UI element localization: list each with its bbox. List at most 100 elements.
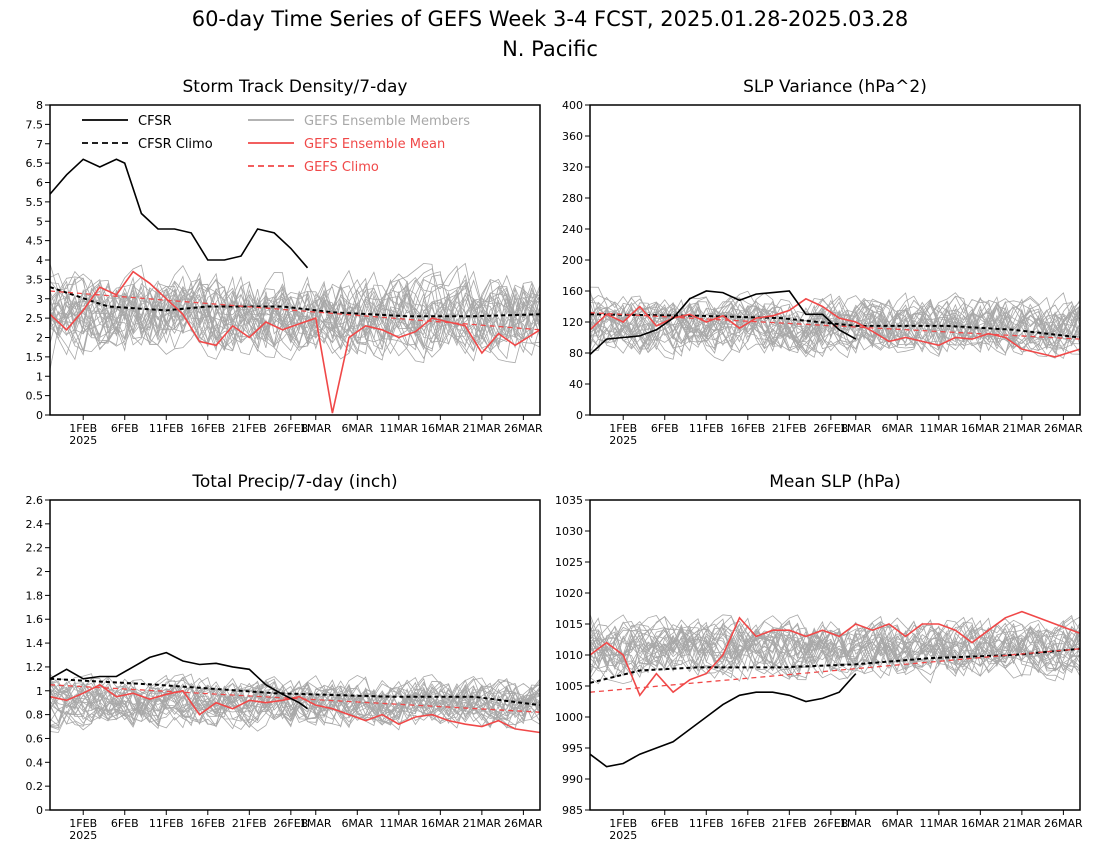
- x-year-label: 2025: [609, 434, 637, 447]
- member-line: [49, 279, 541, 370]
- member-line: [589, 616, 1081, 679]
- y-tick-label: 1.8: [26, 589, 44, 602]
- y-tick-label: 40: [569, 378, 583, 391]
- x-tick-label: 26MAR: [504, 422, 543, 435]
- plot-frame: [49, 499, 541, 811]
- panel-title: Storm Track Density/7-day: [183, 77, 408, 97]
- y-tick-label: 3: [36, 293, 43, 306]
- member-line: [589, 295, 1081, 359]
- y-tick-label: 7: [36, 138, 43, 151]
- x-year-label: 2025: [69, 829, 97, 842]
- x-tick-label: 1MAR: [300, 422, 332, 435]
- y-tick-label: 4.5: [26, 235, 44, 248]
- x-tick-label: 6MAR: [341, 422, 373, 435]
- gefs-ensemble-mean-line: [49, 270, 541, 414]
- member-line: [49, 262, 541, 348]
- x-tick-label: 6FEB: [651, 817, 679, 830]
- x-tick-label: 26MAR: [504, 817, 543, 830]
- y-tick-label: 995: [562, 742, 583, 755]
- cfsr-line: [589, 673, 857, 768]
- member-line: [589, 298, 1081, 354]
- gefs-ensemble-mean-line: [589, 610, 1081, 697]
- member-line: [589, 298, 1081, 354]
- cfsr-line: [589, 290, 857, 356]
- x-tick-label: 16FEB: [190, 817, 225, 830]
- y-tick-label: 320: [562, 161, 583, 174]
- y-tick-label: 1: [36, 685, 43, 698]
- y-tick-label: 280: [562, 192, 583, 205]
- x-tick-label: 11FEB: [149, 817, 184, 830]
- y-tick-label: 0.5: [26, 390, 44, 403]
- y-tick-label: 1010: [555, 649, 583, 662]
- panel-title: SLP Variance (hPa^2): [743, 77, 927, 97]
- legend-label-members: GEFS Ensemble Members: [304, 114, 470, 129]
- x-tick-label: 26FEB: [273, 422, 308, 435]
- y-tick-label: 80: [569, 347, 583, 360]
- x-tick-label: 16MAR: [961, 422, 1000, 435]
- y-tick-label: 5: [36, 215, 43, 228]
- y-tick-label: 985: [562, 804, 583, 817]
- x-tick-label: 1FEB: [69, 422, 97, 435]
- y-tick-label: 1020: [555, 587, 583, 600]
- y-tick-label: 1000: [555, 711, 583, 724]
- member-line: [49, 681, 541, 727]
- plot-frame: [589, 104, 1081, 416]
- legend: CFSR CFSR Climo GEFS Ensemble Members GEFS …: [82, 114, 470, 175]
- panel-title: Total Precip/7-day (inch): [191, 472, 397, 492]
- y-tick-label: 0: [36, 804, 43, 817]
- ensemble-members: [49, 673, 541, 733]
- y-tick-label: 4: [36, 254, 43, 267]
- x-year-label: 2025: [69, 434, 97, 447]
- x-tick-label: 16MAR: [961, 817, 1000, 830]
- y-tick-label: 1015: [555, 618, 583, 631]
- member-line: [49, 680, 541, 728]
- y-tick-label: 1.2: [26, 661, 44, 674]
- y-tick-label: 1.5: [26, 351, 44, 364]
- chart-panel-3: Total Precip/7-day (inch)00.20.40.60.811…: [26, 472, 544, 842]
- y-tick-label: 120: [562, 316, 583, 329]
- member-line: [589, 617, 1081, 677]
- y-tick-label: 0.6: [26, 732, 44, 745]
- y-tick-label: 160: [562, 285, 583, 298]
- x-tick-label: 16MAR: [421, 422, 460, 435]
- y-tick-label: 6.5: [26, 157, 44, 170]
- x-tick-label: 21MAR: [1003, 817, 1042, 830]
- legend-label-gefs_climo: GEFS Climo: [304, 160, 379, 175]
- plot-frame: [49, 104, 541, 416]
- x-tick-label: 11MAR: [919, 817, 958, 830]
- member-line: [589, 614, 1081, 677]
- y-tick-label: 5.5: [26, 196, 44, 209]
- y-tick-label: 0: [576, 409, 583, 422]
- panel-title: Mean SLP (hPa): [769, 472, 901, 492]
- member-line: [49, 273, 541, 353]
- x-tick-label: 1MAR: [840, 422, 872, 435]
- x-tick-label: 26FEB: [273, 817, 308, 830]
- member-line: [589, 297, 1081, 347]
- y-tick-label: 6: [36, 177, 43, 190]
- x-tick-label: 21FEB: [232, 422, 267, 435]
- member-line: [49, 681, 541, 727]
- y-tick-label: 2: [36, 566, 43, 579]
- member-line: [49, 264, 541, 360]
- y-tick-label: 400: [562, 99, 583, 112]
- member-line: [589, 620, 1081, 671]
- cfsr-climo-line: [49, 677, 541, 707]
- y-tick-label: 2.6: [26, 494, 44, 507]
- x-tick-label: 11MAR: [379, 422, 418, 435]
- x-tick-label: 16FEB: [190, 422, 225, 435]
- member-line: [589, 620, 1081, 679]
- y-tick-label: 0.2: [26, 780, 44, 793]
- x-tick-label: 11FEB: [689, 422, 724, 435]
- member-line: [589, 618, 1081, 680]
- y-tick-label: 360: [562, 130, 583, 143]
- y-tick-label: 2.4: [26, 518, 44, 531]
- x-tick-label: 16FEB: [730, 422, 765, 435]
- y-tick-label: 1.6: [26, 613, 44, 626]
- x-tick-label: 21FEB: [772, 817, 807, 830]
- gefs-climo-line: [589, 648, 1081, 693]
- y-tick-label: 8: [36, 99, 43, 112]
- y-tick-label: 1030: [555, 525, 583, 538]
- x-tick-label: 6FEB: [111, 817, 139, 830]
- x-tick-label: 1MAR: [300, 817, 332, 830]
- y-tick-label: 1035: [555, 494, 583, 507]
